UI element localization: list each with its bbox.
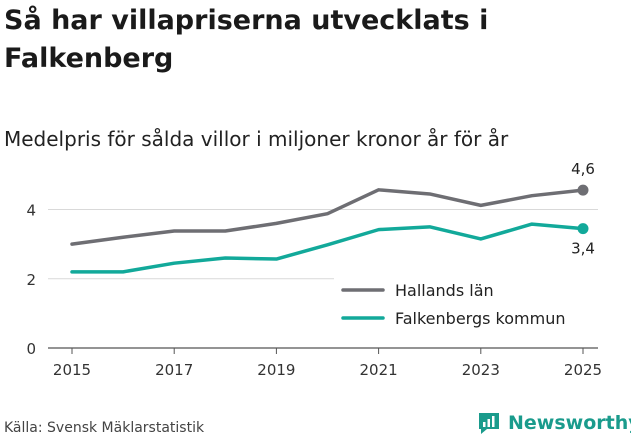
x-axis-ticks: 2015 2017 2019 2021 2023 2025 <box>53 348 602 379</box>
x-tick-label: 2017 <box>155 361 193 379</box>
x-tick-label: 2023 <box>462 361 500 379</box>
y-tick-label: 4 <box>26 202 36 220</box>
brand-logo[interactable]: Newsworthy <box>476 409 631 437</box>
x-tick-label: 2015 <box>53 361 91 379</box>
series-lines: 4,6 3,4 <box>70 160 595 274</box>
x-tick-label: 2021 <box>360 361 398 379</box>
x-tick-label: 2019 <box>257 361 295 379</box>
newsworthy-logo-icon <box>479 413 499 434</box>
series-end-point <box>577 223 589 235</box>
legend-background <box>334 272 598 338</box>
line-chart: 0 2 4 2015 2017 2019 2021 2023 2025 4,6 3,4 Hall… <box>26 160 602 379</box>
legend-label: Hallands län <box>395 281 494 300</box>
series-line-falkenberg <box>70 222 585 274</box>
data-label: 4,6 <box>571 160 595 178</box>
y-tick-label: 2 <box>26 271 36 289</box>
brand-name: Newsworthy <box>508 412 631 434</box>
chart-subtitle: Medelpris för sålda villor i miljoner kr… <box>4 127 509 151</box>
y-tick-label: 0 <box>26 340 36 358</box>
x-tick-label: 2025 <box>564 361 602 379</box>
y-axis-ticks: 0 2 4 <box>26 202 36 358</box>
legend: Hallands län Falkenbergs kommun <box>334 272 598 338</box>
chart-title: Så har villapriserna utvecklats i Falken… <box>4 5 489 74</box>
legend-label: Falkenbergs kommun <box>395 309 565 328</box>
series-line-hallands <box>70 188 585 246</box>
series-end-point <box>577 184 589 196</box>
source-note: Källa: Svensk Mäklarstatistik <box>4 420 205 436</box>
data-label: 3,4 <box>571 240 595 258</box>
